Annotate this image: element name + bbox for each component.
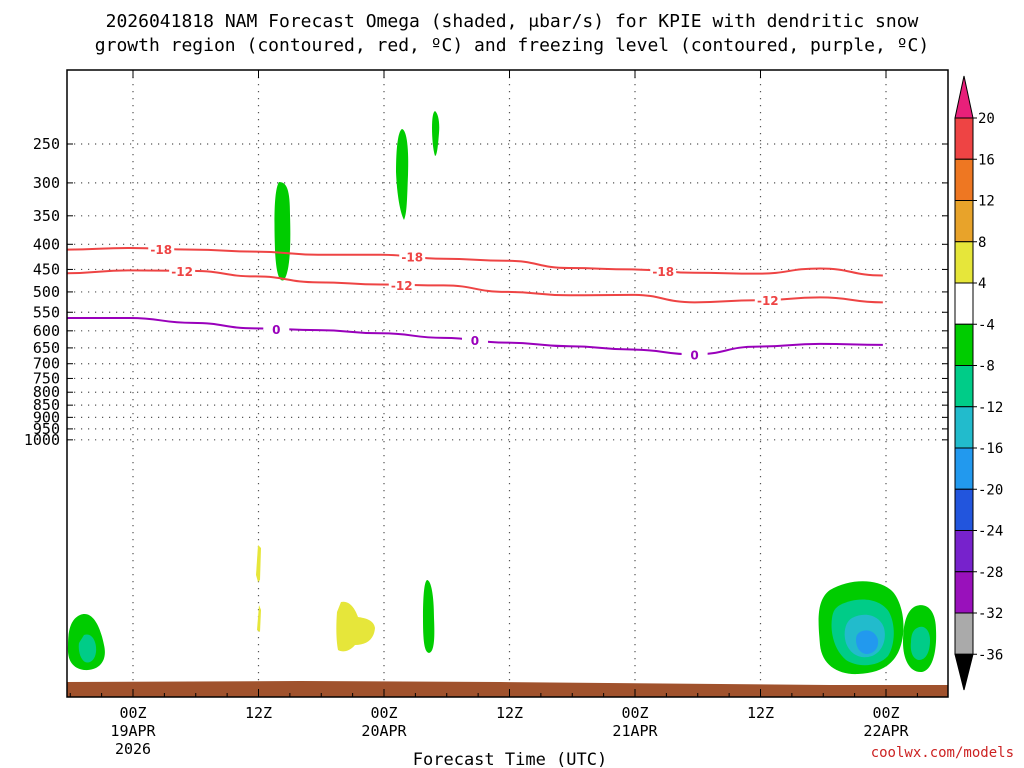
colorbar-label: 16	[978, 152, 995, 168]
contour-label-bg	[263, 320, 290, 336]
y-tick-label: 700	[33, 355, 60, 373]
contour-label-bg	[388, 276, 415, 292]
plot-area: -18 -18 -18 -12 -12 -12 0 0 0	[67, 70, 948, 697]
y-axis: 2503003504004505005506006507007508008509…	[24, 135, 948, 449]
colorbar-label: -4	[978, 317, 995, 333]
colorbar-label: -32	[978, 606, 1003, 622]
contour-line	[67, 316, 883, 356]
colorbar-segment	[954, 488, 974, 531]
x-axis-title: Forecast Time (UTC)	[413, 750, 607, 768]
colorbar-segment	[954, 571, 974, 614]
x-tick-date: 20APR	[361, 722, 407, 740]
contour-label-bg	[754, 291, 781, 307]
colorbar-label: -16	[978, 441, 1003, 457]
omega-area	[256, 545, 261, 582]
omega-area	[423, 580, 435, 653]
contour-label: 0	[272, 323, 280, 337]
colorbar-segment	[954, 241, 974, 284]
x-tick-label: 12Z	[747, 704, 774, 722]
y-tick-label: 750	[33, 369, 60, 387]
x-tick-label: 00Z	[872, 704, 899, 722]
contour-label-bg	[169, 262, 196, 278]
y-tick-label: 800	[33, 383, 60, 401]
contour-label: -18	[401, 251, 423, 265]
contour-line	[67, 269, 883, 304]
contour-label-bg	[148, 240, 175, 256]
y-tick-label: 550	[33, 303, 60, 321]
colorbar-label: -12	[978, 400, 1003, 416]
colorbar-segment	[954, 406, 974, 449]
credit-text: coolwx.com/models	[871, 745, 1014, 761]
y-tick-label: 900	[33, 408, 60, 426]
colorbar-segment	[954, 282, 974, 325]
x-tick-date: 22APR	[863, 722, 909, 740]
omega-area	[274, 182, 291, 281]
colorbar-label: 4	[978, 276, 986, 292]
x-tick-year: 2026	[115, 740, 151, 758]
omega-area	[432, 111, 440, 156]
colorbar-cap-bottom	[954, 653, 974, 691]
y-tick-label: 250	[33, 135, 60, 153]
omega-area	[856, 630, 879, 654]
colorbar-label: 12	[978, 194, 995, 210]
plot-frame	[66, 69, 949, 698]
colorbar-segment	[954, 612, 974, 655]
y-tick-label: 950	[33, 420, 60, 438]
colorbar-label: 8	[978, 235, 986, 251]
colorbar-label: 20	[978, 111, 995, 127]
colorbar-label: -8	[978, 359, 995, 375]
omega-area	[910, 626, 930, 660]
contour-label: -18	[150, 243, 172, 257]
colorbar-segment	[954, 365, 974, 408]
contour-label: 0	[471, 334, 479, 348]
colorbar-label: -28	[978, 565, 1003, 581]
omega-area	[257, 605, 261, 632]
x-tick-label: 00Z	[119, 704, 146, 722]
y-tick-label: 650	[33, 339, 60, 357]
contour-label: 0	[690, 348, 698, 362]
y-tick-label: 500	[33, 283, 60, 301]
x-tick-date: 19APR	[110, 722, 156, 740]
contour-label-bg	[650, 263, 677, 279]
colorbar-label: -36	[978, 647, 1003, 663]
colorbar-segment	[954, 117, 974, 160]
y-tick-label: 400	[33, 235, 60, 253]
y-tick-label: 600	[33, 322, 60, 340]
colorbar-segment	[954, 158, 974, 201]
colorbar-segment	[954, 447, 974, 490]
y-tick-label: 350	[33, 207, 60, 225]
colorbar-cap-top	[954, 75, 974, 119]
colorbar-label: -24	[978, 524, 1003, 540]
contour-label: -12	[171, 265, 193, 279]
y-tick-label: 850	[33, 396, 60, 414]
colorbar-segment	[954, 323, 974, 366]
colorbar-segment	[954, 200, 974, 243]
colorbar-label: -20	[978, 482, 1003, 498]
x-tick-label: 12Z	[245, 704, 272, 722]
x-tick-label: 00Z	[621, 704, 648, 722]
contour-label: -18	[652, 265, 674, 279]
omega-area	[336, 601, 375, 652]
x-tick-date: 21APR	[612, 722, 658, 740]
colorbar-segment	[954, 530, 974, 573]
chart-title-line-1: 2026041818 NAM Forecast Omega (shaded, μ…	[106, 11, 919, 32]
contour-label: -12	[757, 294, 779, 308]
omega-area	[396, 129, 409, 220]
x-tick-label: 12Z	[496, 704, 523, 722]
ground-band	[67, 681, 948, 697]
omega-area	[78, 634, 97, 663]
contour-label-bg	[461, 332, 488, 348]
y-tick-label: 1000	[24, 431, 60, 449]
x-tick-label: 00Z	[370, 704, 397, 722]
colorbar: 20 16 12 8 4 -4 -8 -12 -16 -20 -24 -28 -32 -36	[954, 75, 1003, 691]
y-tick-label: 450	[33, 260, 60, 278]
contour-label: -12	[391, 279, 413, 293]
contour-label-bg	[399, 248, 426, 264]
plot-content: -18 -18 -18 -12 -12 -12 0 0 0	[67, 70, 948, 697]
y-tick-label: 300	[33, 174, 60, 192]
chart-title-line-2: growth region (contoured, red, ºC) and f…	[95, 35, 929, 56]
contour-label-bg	[681, 346, 708, 362]
